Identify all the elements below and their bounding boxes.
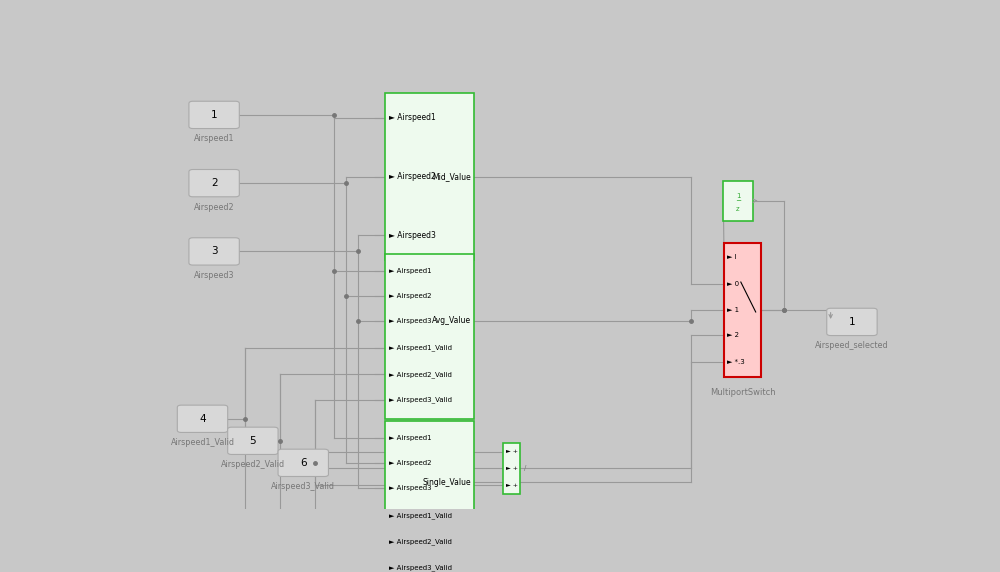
FancyBboxPatch shape <box>189 169 239 197</box>
FancyBboxPatch shape <box>228 427 278 455</box>
Text: ► +: ► + <box>506 483 518 487</box>
Text: /: / <box>524 466 526 471</box>
FancyBboxPatch shape <box>177 405 228 432</box>
Text: ► Airspeed1: ► Airspeed1 <box>389 268 432 274</box>
Text: z: z <box>736 206 740 212</box>
Text: MultiportSwitch: MultiportSwitch <box>710 388 775 397</box>
Text: ► Airspeed1: ► Airspeed1 <box>389 113 436 122</box>
Text: 3: 3 <box>211 247 217 256</box>
Text: Mid_Value: Mid_Value <box>432 172 471 181</box>
Bar <box>724 243 761 377</box>
Text: Airspeed1_Valid: Airspeed1_Valid <box>170 438 234 447</box>
Text: ► Airspeed3_Valid: ► Airspeed3_Valid <box>389 564 452 570</box>
Text: Avg_Value: Avg_Value <box>432 316 471 325</box>
Bar <box>385 93 474 260</box>
Text: ► Airspeed2_Valid: ► Airspeed2_Valid <box>389 371 452 378</box>
Text: ► Airspeed1: ► Airspeed1 <box>389 435 432 442</box>
Text: 2: 2 <box>211 178 217 188</box>
Text: ► Airspeed2: ► Airspeed2 <box>389 172 436 181</box>
Text: ► Airspeed3_Valid: ► Airspeed3_Valid <box>389 396 452 403</box>
Text: Single_Value: Single_Value <box>422 478 471 487</box>
Text: ► Airspeed1_Valid: ► Airspeed1_Valid <box>389 344 452 351</box>
Text: ► Airspeed3: ► Airspeed3 <box>389 485 432 491</box>
Text: ► 2: ► 2 <box>727 332 739 338</box>
Text: 6: 6 <box>300 458 307 468</box>
Text: ► Airspeed2: ► Airspeed2 <box>389 460 432 466</box>
Text: 1: 1 <box>211 110 217 120</box>
Text: Airspeed1: Airspeed1 <box>194 134 234 143</box>
Text: Airspeed2_Valid: Airspeed2_Valid <box>221 460 285 469</box>
Text: ► +: ► + <box>506 449 518 454</box>
Text: ► Airspeed2_Valid: ► Airspeed2_Valid <box>389 538 452 545</box>
Bar <box>385 253 474 419</box>
FancyBboxPatch shape <box>189 238 239 265</box>
FancyBboxPatch shape <box>278 449 328 476</box>
Text: ► Airspeed1_Valid: ► Airspeed1_Valid <box>389 512 452 518</box>
Text: ─: ─ <box>736 198 740 204</box>
Bar <box>503 443 520 494</box>
FancyBboxPatch shape <box>189 101 239 129</box>
Text: 1: 1 <box>849 317 855 327</box>
Text: 1: 1 <box>736 193 740 199</box>
Text: ► Airspeed2: ► Airspeed2 <box>389 293 432 299</box>
Text: ► 0: ► 0 <box>727 281 739 287</box>
Bar <box>385 421 474 572</box>
FancyBboxPatch shape <box>827 308 877 336</box>
Text: Middle_Value: Middle_Value <box>401 270 457 279</box>
Text: ► I: ► I <box>727 255 737 260</box>
Text: Average_Value: Average_Value <box>398 428 460 438</box>
Text: Airspeed3_Valid: Airspeed3_Valid <box>271 482 335 491</box>
Text: 5: 5 <box>250 436 256 446</box>
Text: Airspeed_selected: Airspeed_selected <box>815 341 889 350</box>
Text: Airspeed3: Airspeed3 <box>194 271 234 280</box>
Bar <box>723 181 753 221</box>
Text: 4: 4 <box>199 414 206 424</box>
Text: ► Airspeed3: ► Airspeed3 <box>389 231 436 240</box>
Text: Airspeed2: Airspeed2 <box>194 202 234 212</box>
Text: ► 1: ► 1 <box>727 307 739 313</box>
Text: ► Airspeed3: ► Airspeed3 <box>389 317 432 324</box>
Text: ► *.3: ► *.3 <box>727 359 745 365</box>
Text: ► +: ► + <box>506 466 518 471</box>
